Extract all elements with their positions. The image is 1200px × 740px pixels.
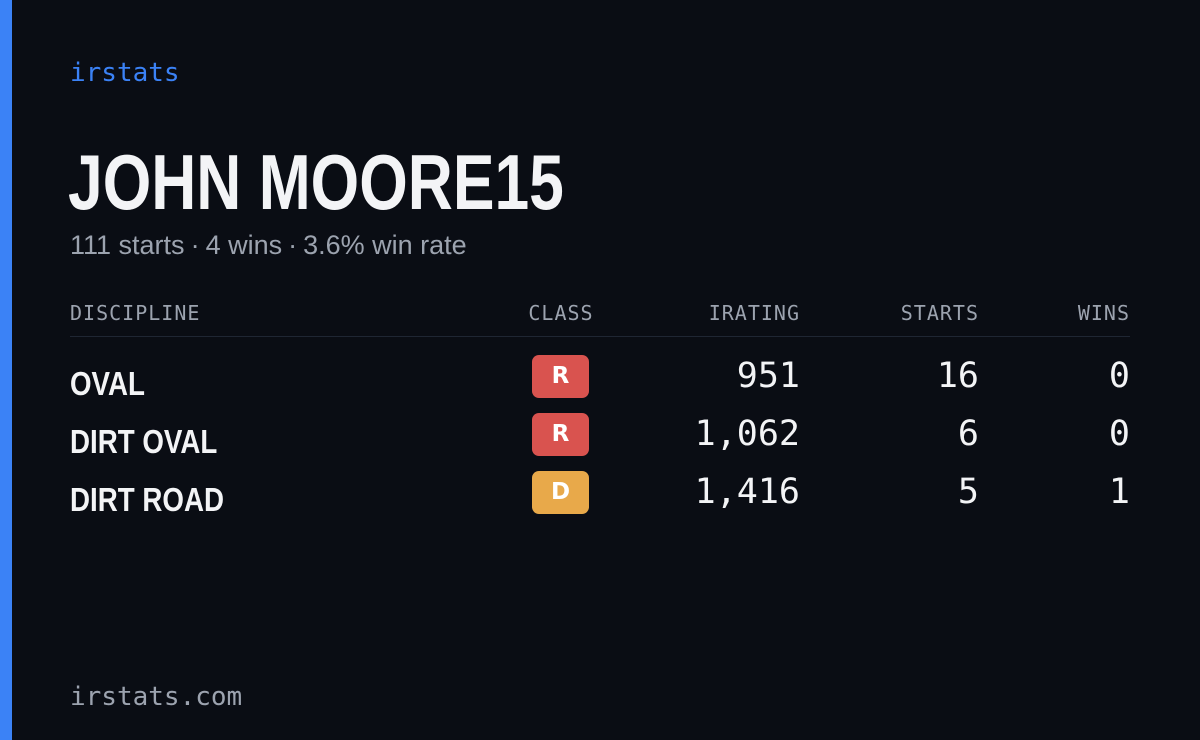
player-name: JOHN MOORE15 [68, 138, 564, 226]
license-class-badge: D [532, 471, 589, 514]
player-summary: 111 starts · 4 wins · 3.6% win rate [70, 226, 467, 264]
table-row: DIRT OVAL R 1,062 6 0 [70, 411, 1130, 469]
irating-value: 1,416 [694, 472, 800, 512]
accent-bar [0, 0, 12, 740]
column-header-irating: IRATING [708, 301, 800, 325]
starts-value: 6 [957, 414, 979, 454]
starts-value: 16 [936, 356, 979, 396]
summary-separator: · [190, 230, 200, 260]
summary-win-rate: 3.6% win rate [303, 230, 467, 260]
discipline-name: OVAL [70, 365, 145, 402]
wins-value: 0 [1108, 356, 1130, 396]
column-header-wins: WINS [1077, 301, 1130, 325]
column-header-discipline: DISCIPLINE [70, 301, 201, 325]
irating-value: 951 [736, 356, 800, 396]
summary-starts: 111 starts [70, 230, 185, 260]
license-class-badge: R [532, 413, 589, 456]
summary-wins: 4 wins [205, 230, 283, 260]
summary-separator: · [288, 230, 298, 260]
discipline-name: DIRT OVAL [70, 423, 218, 460]
brand-logo: irstats [70, 58, 180, 88]
table-row: OVAL R 951 16 0 [70, 353, 1130, 411]
discipline-stats-table: DISCIPLINE CLASS IRATING STARTS WINS OVA… [70, 296, 1130, 527]
table-row: DIRT ROAD D 1,416 5 1 [70, 469, 1130, 527]
discipline-name: DIRT ROAD [70, 481, 224, 518]
starts-value: 5 [957, 472, 979, 512]
wins-value: 0 [1108, 414, 1130, 454]
wins-value: 1 [1108, 472, 1130, 512]
column-header-class: CLASS [528, 301, 594, 325]
footer-url: irstats.com [70, 682, 243, 712]
column-header-starts: STARTS [900, 301, 979, 325]
license-class-badge: R [532, 355, 589, 398]
table-header: DISCIPLINE CLASS IRATING STARTS WINS [70, 296, 1130, 337]
irating-value: 1,062 [694, 414, 800, 454]
